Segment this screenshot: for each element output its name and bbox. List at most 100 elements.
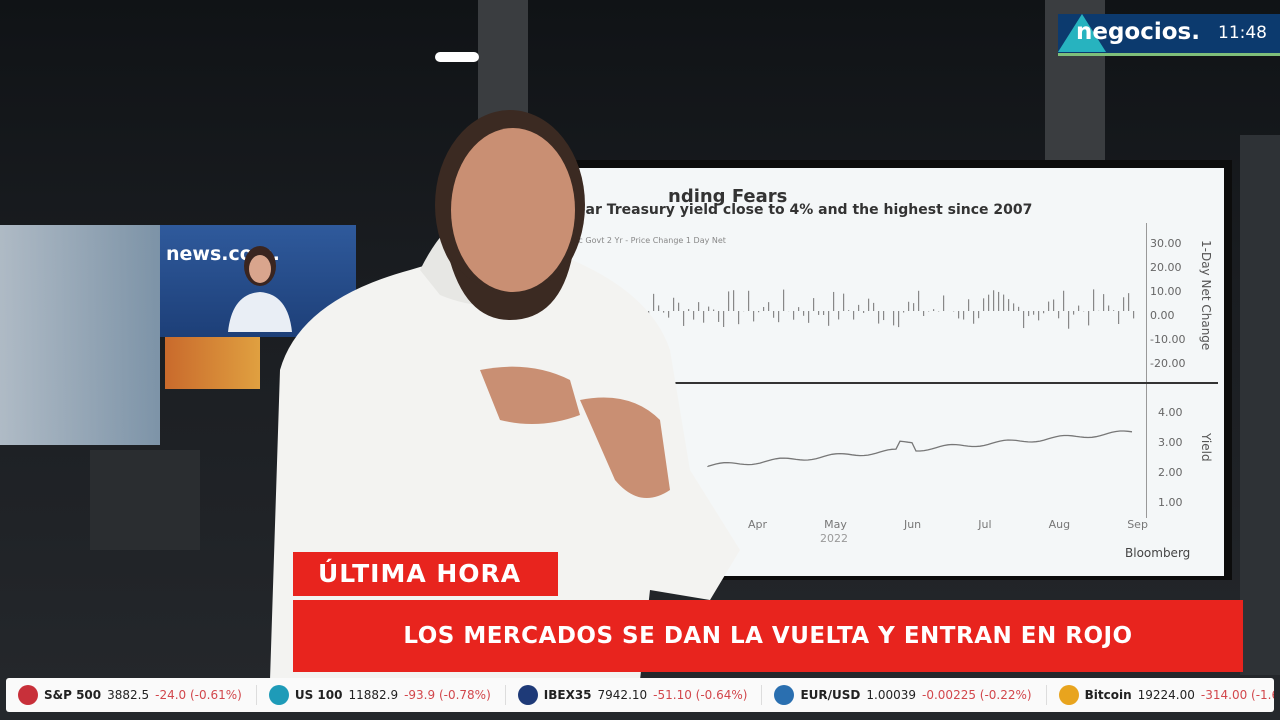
- bar: [738, 311, 740, 325]
- bar: [853, 311, 855, 320]
- bar: [1118, 311, 1120, 324]
- ibex35-icon: [517, 685, 538, 705]
- bar: [1028, 311, 1030, 317]
- bar: [688, 309, 690, 311]
- month-label: Aug: [1048, 518, 1071, 531]
- chart-axis-line: [1146, 223, 1147, 518]
- bar: [813, 298, 815, 311]
- bar: [858, 304, 860, 311]
- bar: [878, 311, 880, 324]
- bottom-axis-ticks: 4.00 3.00 2.00 1.00: [1158, 398, 1183, 518]
- ticker-value: 19224.00: [1137, 688, 1195, 702]
- bar: [828, 311, 830, 326]
- year-label: 2022: [820, 532, 848, 545]
- bar: [1033, 311, 1035, 315]
- us100-icon: [268, 685, 289, 705]
- panel-divider: [568, 382, 1218, 384]
- globe-icon: [774, 685, 795, 705]
- bar: [678, 302, 680, 311]
- bar: [868, 298, 870, 311]
- bar: [748, 290, 750, 311]
- bar: [1128, 293, 1130, 311]
- studio-equipment: [90, 450, 200, 550]
- bar: [973, 311, 975, 324]
- bar: [843, 293, 845, 311]
- chart-title: nding Fears: [668, 186, 788, 207]
- bar: [1053, 299, 1055, 311]
- top-axis-ticks: 30.00 20.00 10.00 0.00 -10.00 -20.00: [1150, 232, 1185, 376]
- bar: [958, 311, 960, 319]
- sp500-icon: [18, 685, 38, 705]
- market-ticker: S&P 500 3882.5 -24.0 (-0.61%) US 100 118…: [6, 678, 1274, 712]
- bar: [653, 293, 655, 311]
- bar: [773, 311, 775, 318]
- ticker-item: Bitcoin 19224.00 -314.00 (-1.61%): [1058, 685, 1274, 705]
- ticker-value: 7942.10: [597, 688, 648, 702]
- bar: [793, 311, 795, 320]
- bar: [1038, 311, 1040, 321]
- bar: [658, 305, 660, 311]
- top-axis-label: 1-Day Net Change: [1199, 240, 1213, 351]
- bar: [1113, 310, 1115, 311]
- bar: [718, 311, 720, 322]
- month-axis: Apr May Jun Jul Aug Sep: [748, 518, 1148, 531]
- bar: [993, 290, 995, 311]
- ticker-change: -51.10 (-0.64%): [653, 688, 748, 702]
- ticker-name: Bitcoin: [1084, 688, 1132, 702]
- bar: [708, 306, 710, 311]
- chart-subtitle: ear Treasury yield close to 4% and the h…: [576, 202, 1033, 218]
- bar: [1018, 306, 1020, 311]
- bar: [1068, 311, 1070, 329]
- studio-wall: [1240, 135, 1280, 675]
- bar: [963, 311, 965, 320]
- bar: [968, 299, 970, 311]
- breaking-news-tag: ÚLTIMA HORA: [293, 552, 558, 596]
- bar: [673, 297, 675, 311]
- yield-line: [707, 430, 1133, 468]
- bar: [1013, 303, 1015, 311]
- ticker-item: EUR/USD 1.00039 -0.00225 (-0.22%): [774, 685, 1047, 705]
- tick: 0.00: [1150, 309, 1175, 322]
- tick: 1.00: [1158, 496, 1183, 509]
- bar: [893, 311, 895, 326]
- bar: [923, 311, 925, 317]
- ticker-name: EUR/USD: [800, 688, 861, 702]
- background-monitor: [0, 225, 160, 445]
- ticker-change: -93.9 (-0.78%): [404, 688, 491, 702]
- bar: [753, 311, 755, 322]
- bar: [908, 301, 910, 311]
- bar: [848, 310, 850, 311]
- bar: [693, 311, 695, 320]
- bar: [818, 311, 820, 315]
- ticker-change: -0.00225 (-0.22%): [922, 688, 1032, 702]
- month-label: Apr: [748, 518, 768, 531]
- bar: [933, 309, 935, 311]
- clock: 11:48: [1218, 23, 1267, 43]
- bar: [1063, 290, 1065, 311]
- ticker-value: 1.00039: [866, 688, 917, 702]
- month-label: May: [824, 518, 847, 531]
- bar: [988, 294, 990, 311]
- bar: [663, 311, 665, 313]
- bar: [723, 311, 725, 327]
- bar: [1073, 311, 1075, 315]
- bar: [668, 311, 670, 318]
- bar: [983, 298, 985, 311]
- ticker-name: S&P 500: [44, 688, 102, 702]
- bar: [838, 311, 840, 320]
- bar: [798, 307, 800, 311]
- bar: [1078, 305, 1080, 311]
- source-label: Bloomberg: [1125, 546, 1191, 560]
- monitor-thumbnail: [165, 337, 260, 389]
- bar: [808, 311, 810, 323]
- tick: 30.00: [1150, 237, 1182, 250]
- ticker-value: 11882.9: [348, 688, 399, 702]
- channel-logo: negocios.: [1076, 19, 1200, 45]
- bar: [683, 311, 685, 326]
- bar: [1088, 311, 1090, 326]
- bar: [1023, 311, 1025, 329]
- channel-logo-bug: negocios. 11:48: [1058, 14, 1280, 56]
- headline-bar: LOS MERCADOS SE DAN LA VUELTA Y ENTRAN E…: [293, 600, 1243, 672]
- bar: [1003, 294, 1005, 311]
- bar: [943, 295, 945, 311]
